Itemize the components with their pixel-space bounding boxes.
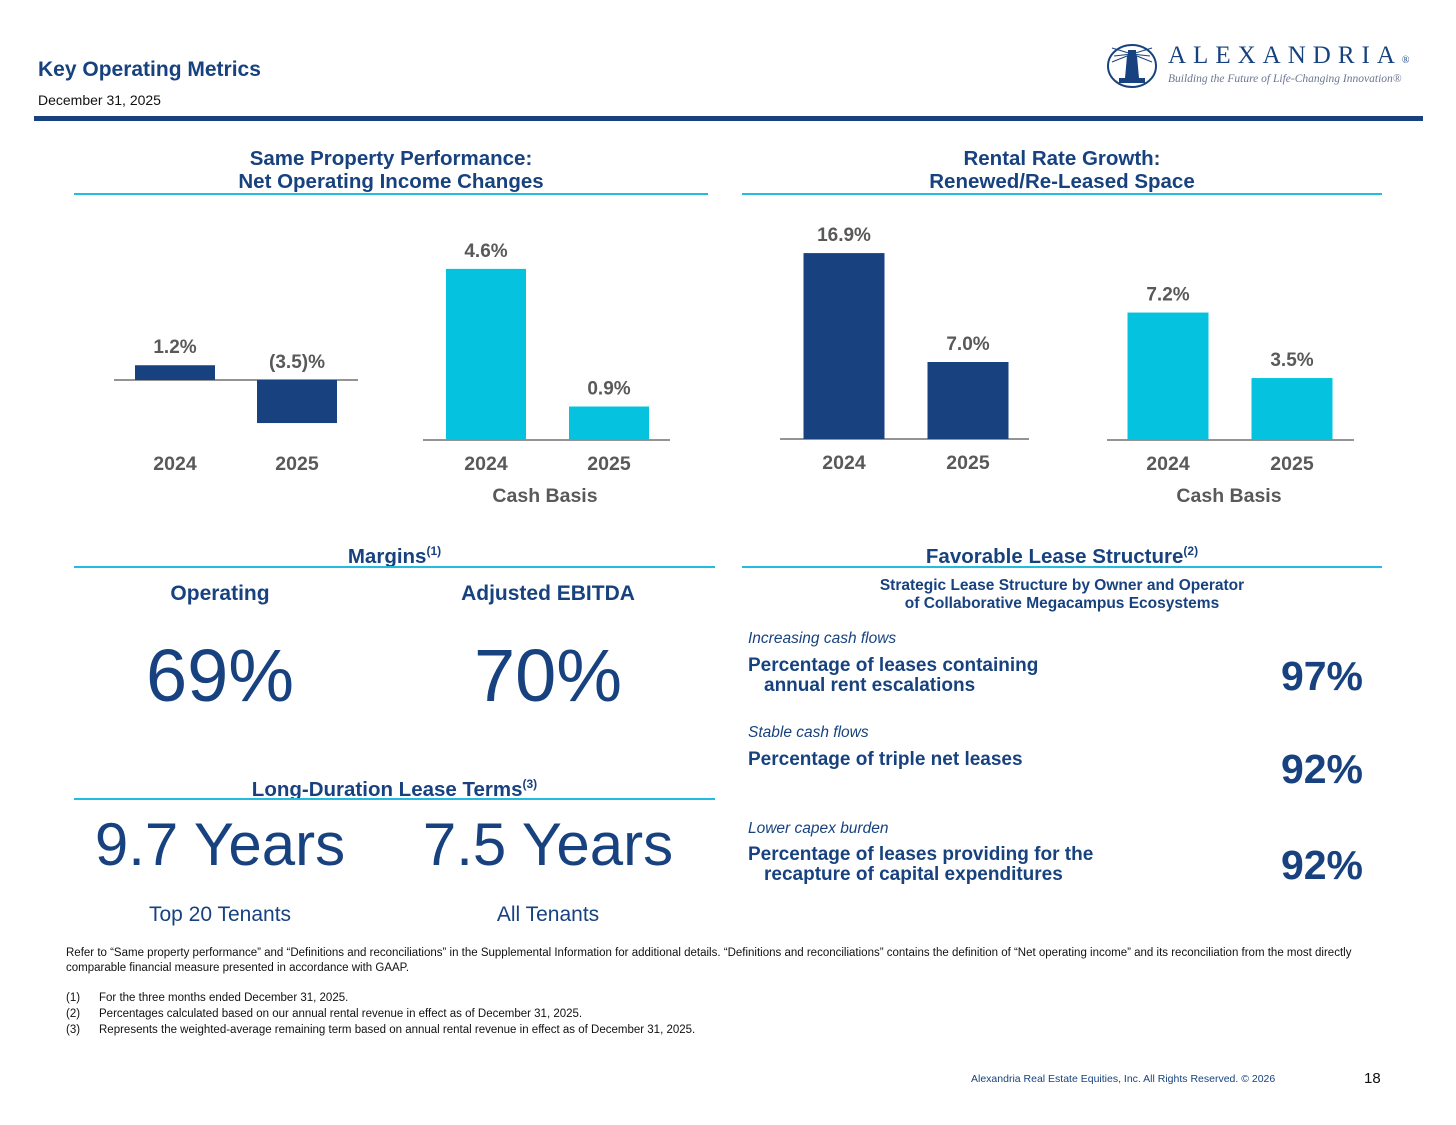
- lease-item-value: 92%: [1280, 842, 1363, 888]
- logo-wordmark: ALEXANDRIA®: [1168, 42, 1410, 69]
- chart-bar: [569, 406, 649, 440]
- operating-margin-value: 69%: [145, 634, 295, 717]
- footnote-intro: Refer to “Same property performance” and…: [66, 947, 1352, 974]
- rental-rate-title: Rental Rate Growth: Renewed/Re-Leased Sp…: [929, 147, 1195, 193]
- chart-bar: [1127, 312, 1209, 440]
- footnote-item: (1) For the three months ended December 3…: [66, 992, 349, 1004]
- chart-bar: [803, 253, 885, 439]
- chart-bar: [135, 365, 215, 380]
- all-lease-term-value: 7.5 Years: [422, 811, 674, 878]
- top20-lease-term-label: Top 20 Tenants: [148, 903, 292, 926]
- category-label: 2025: [1270, 453, 1314, 475]
- category-label: 2025: [946, 452, 990, 474]
- chart-bar: [927, 362, 1009, 439]
- category-label: 2025: [275, 453, 319, 475]
- cash-basis-label: Cash Basis: [1176, 485, 1281, 507]
- lease-item-category: Lower capex burden: [748, 820, 889, 837]
- lease-structure-subtitle: Strategic Lease Structure by Owner and O…: [879, 577, 1245, 612]
- bar-value-label: 7.2%: [1146, 285, 1189, 306]
- bar-value-label: 0.9%: [587, 379, 630, 400]
- category-label: 2025: [587, 453, 631, 475]
- logo-tagline: Building the Future of Life-Changing Inn…: [1168, 73, 1402, 85]
- footnote-item: (2) Percentages calculated based on our a…: [66, 1008, 583, 1020]
- all-lease-term-label: All Tenants: [496, 903, 600, 926]
- lease-item-category: Stable cash flows: [748, 724, 869, 741]
- bar-value-label: 7.0%: [946, 334, 989, 355]
- lease-item-description: Percentage of leases containing annual r…: [748, 655, 1039, 696]
- lease-structure-rule: [742, 566, 1382, 568]
- lease-structure-title: Favorable Lease Structure(2): [925, 544, 1199, 568]
- bar-value-label: (3.5)%: [269, 352, 325, 373]
- top20-lease-term-value: 9.7 Years: [94, 811, 346, 878]
- page-title: Key Operating Metrics: [38, 58, 261, 81]
- header-divider: [34, 116, 1423, 121]
- category-label: 2024: [464, 453, 508, 475]
- lease-terms-rule: [74, 798, 715, 800]
- bar-value-label: 16.9%: [817, 225, 871, 246]
- ebitda-margin-value: 70%: [473, 634, 623, 717]
- category-label: 2024: [153, 453, 197, 475]
- page-number: 18: [1364, 1070, 1381, 1087]
- lighthouse-icon: [1107, 44, 1157, 88]
- category-label: 2024: [822, 452, 866, 474]
- rental-rate-rule: [742, 193, 1382, 195]
- lease-item-value: 97%: [1280, 653, 1363, 699]
- chart-bar: [1251, 378, 1333, 440]
- margins-title: Margins(1): [347, 544, 442, 568]
- company-logo: ALEXANDRIA® Building the Future of Life-…: [1106, 42, 1426, 92]
- lease-terms-title: Long-Duration Lease Terms(3): [251, 777, 538, 801]
- lease-item-category: Increasing cash flows: [748, 630, 897, 647]
- chart-bar: [446, 268, 526, 440]
- cash-basis-label: Cash Basis: [492, 485, 597, 507]
- bar-value-label: 4.6%: [464, 241, 507, 262]
- page-date: December 31, 2025: [38, 92, 161, 108]
- footnote-item: (3) Represents the weighted-average remai…: [66, 1024, 696, 1036]
- operating-margin-label: Operating: [170, 582, 270, 605]
- same-property-title: Same Property Performance: Net Operating…: [238, 147, 544, 193]
- bar-value-label: 3.5%: [1270, 350, 1313, 371]
- bar-value-label: 1.2%: [153, 337, 196, 358]
- lease-item-description: Percentage of triple net leases: [748, 749, 1023, 770]
- margins-rule: [74, 566, 715, 568]
- chart-bar: [257, 380, 337, 424]
- copyright: Alexandria Real Estate Equities, Inc. Al…: [971, 1073, 1276, 1085]
- category-label: 2024: [1146, 453, 1190, 475]
- lease-item-description: Percentage of leases providing for the r…: [748, 844, 1094, 885]
- lease-item-value: 92%: [1280, 746, 1363, 792]
- ebitda-margin-label: Adjusted EBITDA: [461, 582, 635, 605]
- same-property-rule: [74, 193, 708, 195]
